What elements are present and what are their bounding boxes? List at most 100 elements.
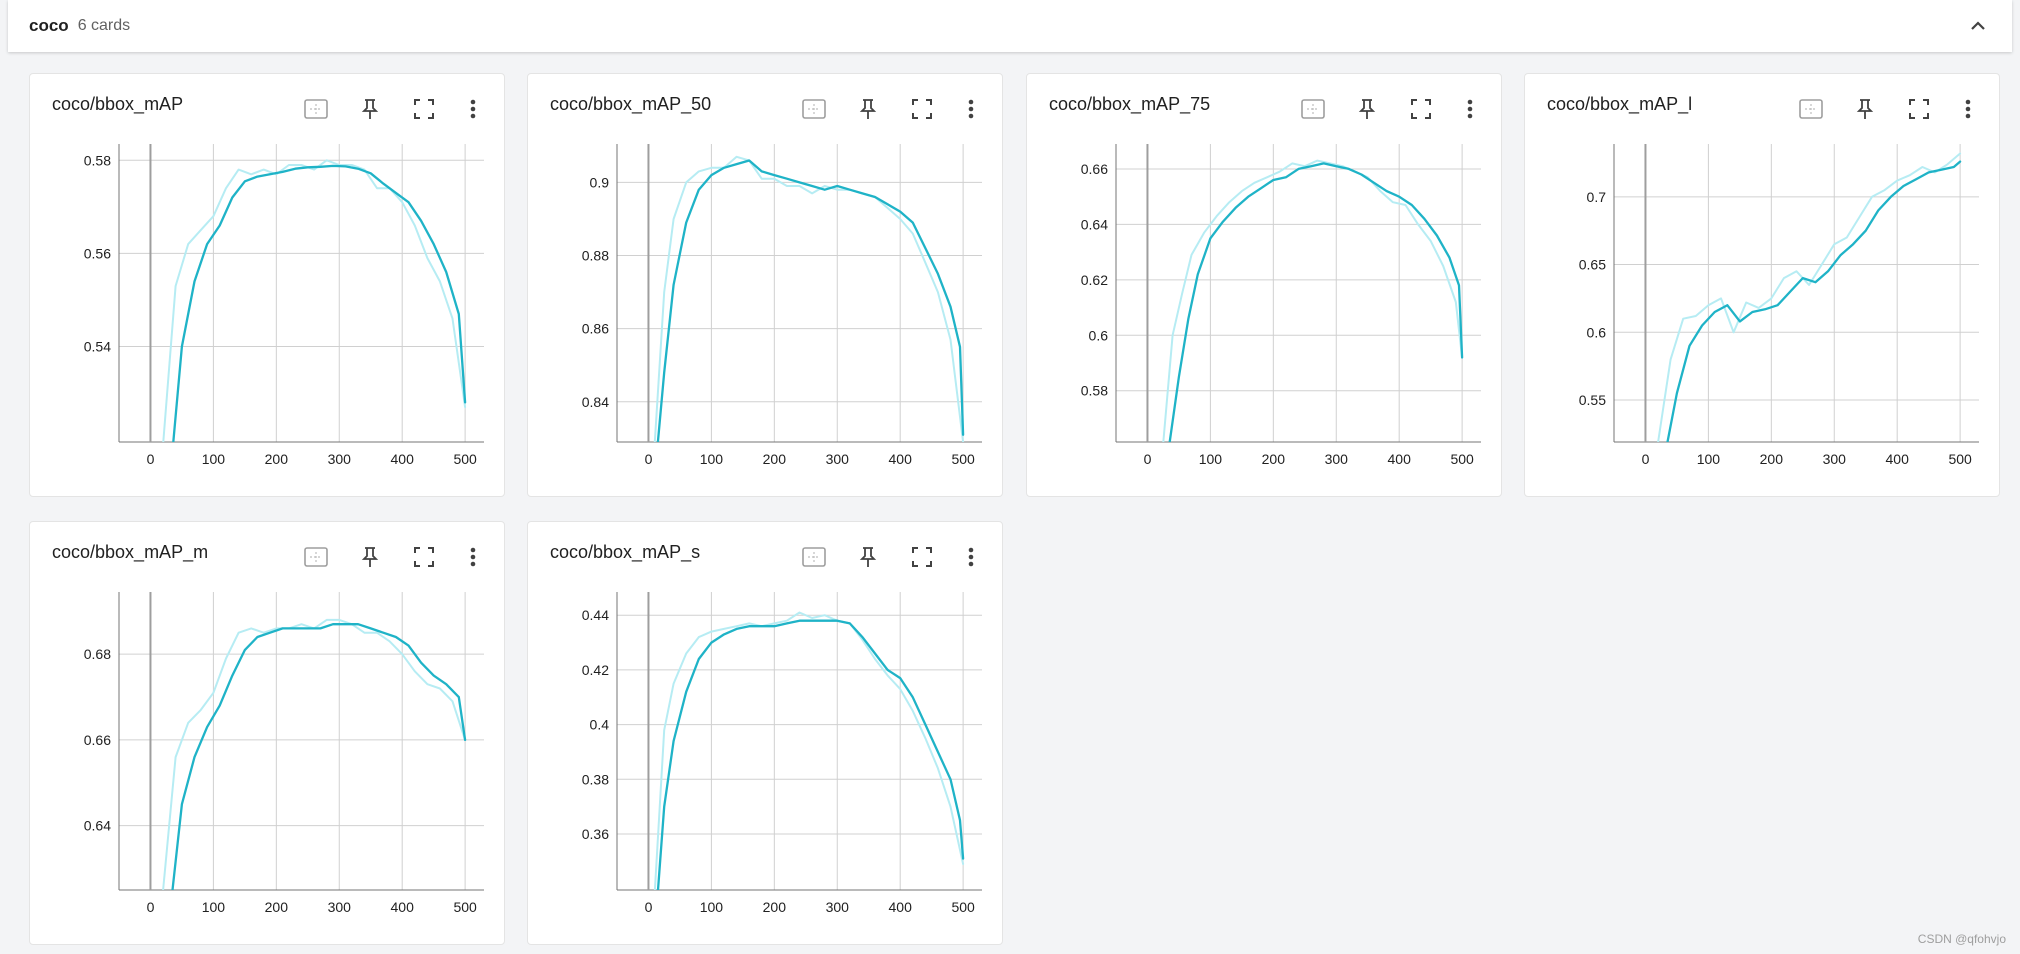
x-tick-label: 500 xyxy=(1948,451,1972,467)
fit-domain-icon xyxy=(304,547,328,567)
fit-domain-icon xyxy=(1301,99,1325,119)
card-title: coco/bbox_mAP_s xyxy=(550,542,701,562)
raw-series-line xyxy=(162,159,467,442)
x-tick-label: 300 xyxy=(826,899,850,915)
x-tick-label: 0 xyxy=(1144,451,1152,467)
x-tick-label: 400 xyxy=(391,451,415,467)
card-title: coco/bbox_mAP xyxy=(52,94,184,114)
y-tick-label: 0.42 xyxy=(582,662,609,678)
line-chart[interactable]: 0 100 200 300 400 500 0.64 0.66 0.68 xyxy=(30,584,504,924)
y-tick-label: 0.88 xyxy=(582,248,609,264)
x-tick-label: 500 xyxy=(951,451,975,467)
card-title: coco/bbox_mAP_75 xyxy=(1049,94,1211,114)
fullscreen-button[interactable] xyxy=(907,94,937,124)
fit-domain-button[interactable] xyxy=(301,542,331,572)
x-tick-label: 300 xyxy=(1325,451,1349,467)
y-tick-label: 0.84 xyxy=(582,394,609,410)
line-chart[interactable]: 0 100 200 300 400 500 0.36 0.38 0.4 0.42 0.44 xyxy=(528,584,1002,924)
card-group-header[interactable]: coco 6 cards xyxy=(8,0,2012,52)
pin-icon xyxy=(1856,99,1874,119)
raw-series-line xyxy=(1657,152,1962,442)
x-tick-label: 200 xyxy=(763,899,787,915)
y-tick-label: 0.64 xyxy=(84,818,111,834)
smoothed-series-line xyxy=(656,159,965,442)
y-tick-label: 0.6 xyxy=(1587,324,1607,340)
smoothed-series-line xyxy=(656,619,965,890)
y-tick-label: 0.6 xyxy=(1089,327,1109,343)
x-tick-label: 500 xyxy=(453,899,477,915)
pin-button[interactable] xyxy=(355,542,385,572)
x-tick-label: 300 xyxy=(826,451,850,467)
fullscreen-icon xyxy=(414,99,434,119)
fit-domain-button[interactable] xyxy=(799,542,829,572)
more-options-button[interactable] xyxy=(956,94,986,124)
line-chart[interactable]: 0 100 200 300 400 500 0.54 0.56 0.58 xyxy=(30,136,504,476)
collapse-group-button[interactable] xyxy=(1964,12,1992,40)
fullscreen-icon xyxy=(414,547,434,567)
pin-icon xyxy=(361,547,379,567)
x-tick-label: 100 xyxy=(1199,451,1223,467)
smoothed-series-line xyxy=(171,623,467,890)
more-options-button[interactable] xyxy=(1953,94,1983,124)
fit-domain-button[interactable] xyxy=(301,94,331,124)
pin-button[interactable] xyxy=(1850,94,1880,124)
y-tick-label: 0.44 xyxy=(582,607,609,623)
more-options-button[interactable] xyxy=(458,94,488,124)
x-tick-label: 200 xyxy=(265,899,289,915)
x-tick-label: 300 xyxy=(328,899,352,915)
more-vert-icon xyxy=(968,99,974,119)
fullscreen-button[interactable] xyxy=(409,94,439,124)
fullscreen-button[interactable] xyxy=(1406,94,1436,124)
fullscreen-icon xyxy=(1909,99,1929,119)
fullscreen-button[interactable] xyxy=(409,542,439,572)
fullscreen-button[interactable] xyxy=(907,542,937,572)
card-title: coco/bbox_mAP_l xyxy=(1547,94,1693,114)
fit-domain-button[interactable] xyxy=(1298,94,1328,124)
x-tick-label: 200 xyxy=(265,451,289,467)
x-tick-label: 0 xyxy=(147,899,155,915)
group-card-count: 6 cards xyxy=(77,17,131,34)
more-options-button[interactable] xyxy=(458,542,488,572)
fit-domain-button[interactable] xyxy=(799,94,829,124)
raw-series-line xyxy=(653,155,965,442)
x-tick-label: 500 xyxy=(1450,451,1474,467)
fit-domain-icon xyxy=(802,547,826,567)
chart-card: coco/bbox_mAP 0 100 200 300 400 500 0.54 0.56 0.5… xyxy=(29,73,505,497)
pin-button[interactable] xyxy=(1352,94,1382,124)
more-options-button[interactable] xyxy=(956,542,986,572)
fit-domain-button[interactable] xyxy=(1796,94,1826,124)
group-name: coco xyxy=(29,16,69,35)
pin-button[interactable] xyxy=(853,94,883,124)
y-tick-label: 0.36 xyxy=(582,826,609,842)
x-tick-label: 400 xyxy=(1886,451,1910,467)
y-tick-label: 0.66 xyxy=(1081,161,1108,177)
more-options-button[interactable] xyxy=(1455,94,1485,124)
y-tick-label: 0.55 xyxy=(1579,392,1606,408)
x-tick-label: 500 xyxy=(453,451,477,467)
smoothed-series-line xyxy=(1168,162,1464,442)
y-tick-label: 0.9 xyxy=(590,174,610,190)
x-tick-label: 100 xyxy=(202,899,226,915)
y-tick-label: 0.64 xyxy=(1081,216,1108,232)
pin-button[interactable] xyxy=(853,542,883,572)
card-title: coco/bbox_mAP_m xyxy=(52,542,209,562)
fullscreen-button[interactable] xyxy=(1904,94,1934,124)
y-tick-label: 0.66 xyxy=(84,732,111,748)
pin-icon xyxy=(859,99,877,119)
line-chart[interactable]: 0 100 200 300 400 500 0.84 0.86 0.88 0.9 xyxy=(528,136,1002,476)
x-tick-label: 300 xyxy=(328,451,352,467)
line-chart[interactable]: 0 100 200 300 400 500 0.58 0.6 0.62 0.64 0.66 xyxy=(1027,136,1501,476)
fit-domain-icon xyxy=(802,99,826,119)
fit-domain-icon xyxy=(1799,99,1823,119)
x-tick-label: 0 xyxy=(147,451,155,467)
chart-card: coco/bbox_mAP_s 0 100 200 300 400 500 0.36 0.38 0… xyxy=(527,521,1003,945)
pin-icon xyxy=(859,547,877,567)
pin-button[interactable] xyxy=(355,94,385,124)
x-tick-label: 400 xyxy=(889,451,913,467)
pin-icon xyxy=(361,99,379,119)
y-tick-label: 0.68 xyxy=(84,646,111,662)
y-tick-label: 0.65 xyxy=(1579,257,1606,273)
chart-card: coco/bbox_mAP_50 0 100 200 300 400 500 0.84 0.86… xyxy=(527,73,1003,497)
line-chart[interactable]: 0 100 200 300 400 500 0.55 0.6 0.65 0.7 xyxy=(1525,136,1999,476)
chart-card: coco/bbox_mAP_l 0 100 200 300 400 500 0.55 0.6 0.… xyxy=(1524,73,2000,497)
